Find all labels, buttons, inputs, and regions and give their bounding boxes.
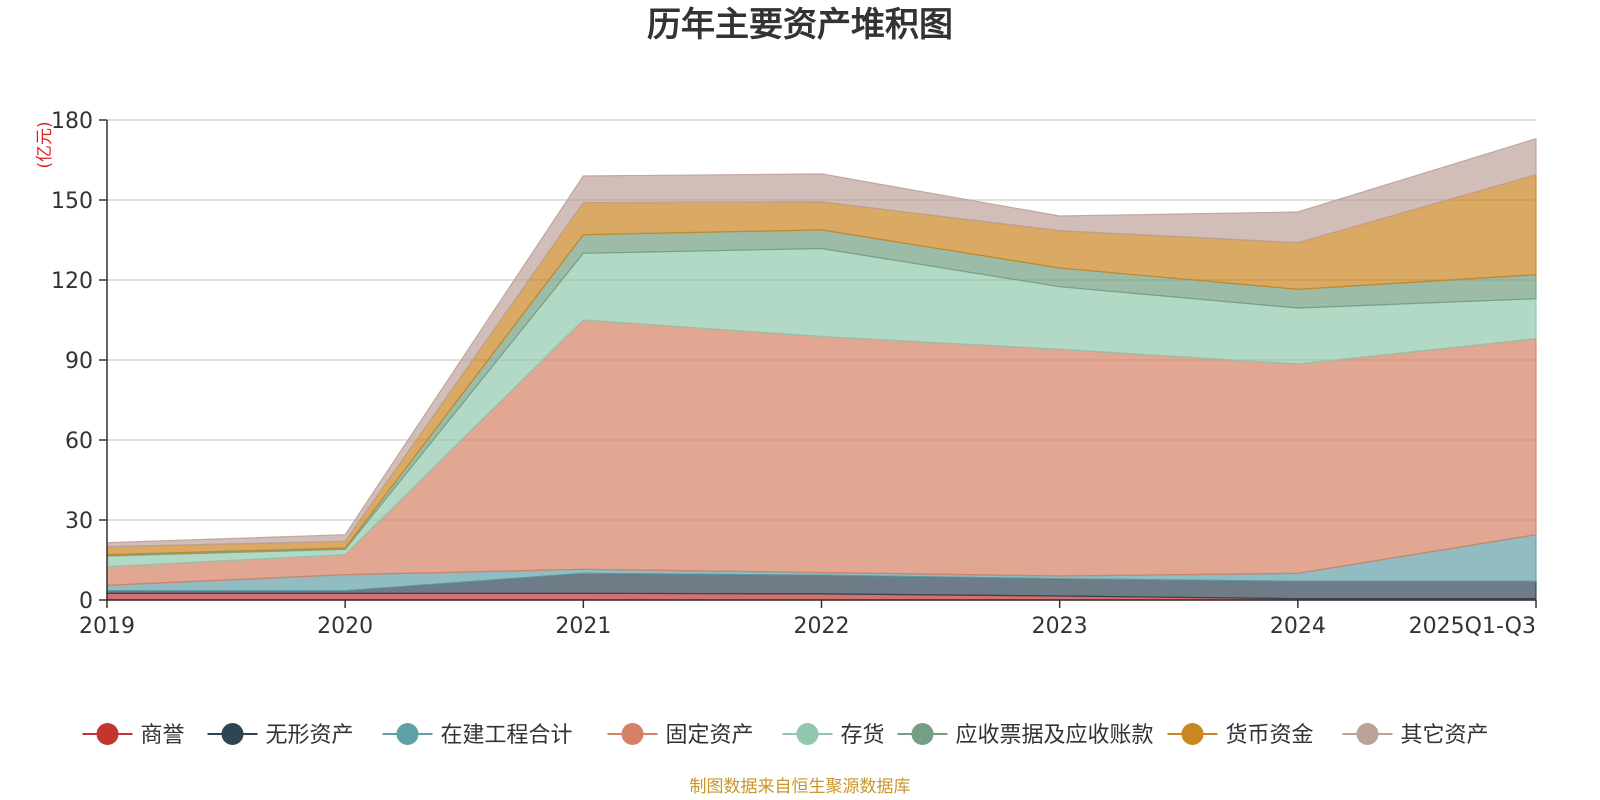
legend-label: 其它资产	[1401, 723, 1489, 748]
x-tick-label: 2024	[1270, 614, 1326, 639]
legend-marker-icon	[396, 723, 419, 745]
source-note: 制图数据来自恒生聚源数据库	[689, 777, 911, 797]
y-tick-label: 0	[79, 589, 93, 614]
legend-marker-icon	[1356, 723, 1379, 745]
legend-marker-icon	[796, 723, 819, 745]
legend-marker-icon	[221, 723, 244, 745]
x-tick-label: 2019	[79, 614, 135, 639]
legend-marker-icon	[911, 723, 934, 745]
x-tick-label: 2020	[317, 614, 373, 639]
legend-label: 无形资产	[266, 723, 354, 748]
legend-label: 货币资金	[1226, 723, 1314, 748]
legend-label: 商誉	[141, 723, 185, 748]
area-series-7	[106, 137, 1537, 548]
y-tick-label: 150	[51, 189, 93, 214]
y-tick-label: 30	[65, 509, 93, 534]
legend-label: 在建工程合计	[441, 723, 573, 748]
legend-item-6[interactable]: 货币资金	[1167, 723, 1314, 748]
x-tick-label: 2023	[1032, 614, 1088, 639]
legend-item-4[interactable]: 存货	[782, 723, 885, 748]
y-tick-label: 180	[51, 109, 93, 134]
legend-item-2[interactable]: 在建工程合计	[382, 723, 573, 748]
chart-title: 历年主要资产堆积图	[647, 5, 953, 45]
x-tick-label: 2022	[794, 614, 850, 639]
legend-label: 应收票据及应收账款	[956, 723, 1154, 748]
legend-item-5[interactable]: 应收票据及应收账款	[897, 723, 1154, 748]
legend-item-0[interactable]: 商誉	[82, 723, 185, 748]
area-series	[106, 137, 1537, 601]
legend-label: 固定资产	[666, 723, 754, 748]
legend-item-1[interactable]: 无形资产	[207, 723, 354, 748]
legend-marker-icon	[621, 723, 644, 745]
y-tick-label: 90	[65, 349, 93, 374]
x-tick-label: 2025Q1-Q3	[1409, 614, 1536, 639]
legend-item-3[interactable]: 固定资产	[607, 723, 754, 748]
y-axis-unit-label: (亿元)	[35, 121, 55, 168]
x-tick-label: 2021	[555, 614, 611, 639]
legend-marker-icon	[1181, 723, 1204, 745]
axes: 0 30 60 90 120 150 180 2019 2020 2021 2022 2023 2024…	[51, 109, 1537, 639]
legend-marker-icon	[96, 723, 119, 745]
legend: 商誉 无形资产 在建工程合计 固定资产 存货 应收票据及应收账款 货币资金 其它资产	[82, 723, 1489, 748]
y-tick-label: 120	[51, 269, 93, 294]
legend-item-7[interactable]: 其它资产	[1342, 723, 1489, 748]
y-tick-label: 60	[65, 429, 93, 454]
legend-label: 存货	[841, 723, 885, 748]
